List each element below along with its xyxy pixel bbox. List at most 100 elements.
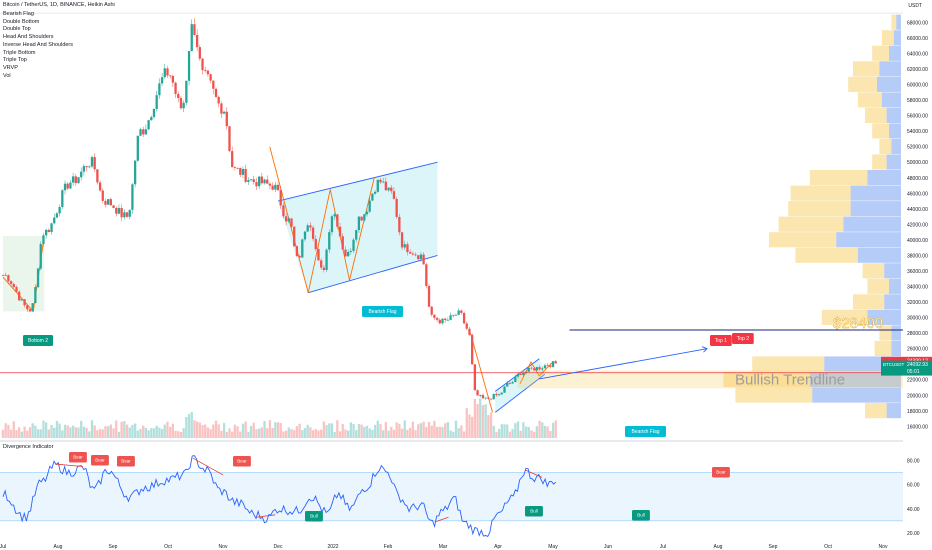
bearish-flag-label-1-bg — [362, 306, 403, 317]
volume-bar — [255, 429, 258, 438]
candle-body — [18, 291, 21, 301]
candle-body — [392, 191, 396, 199]
candle-body — [174, 82, 177, 94]
top1-label-text: Top 1 — [715, 338, 727, 344]
volume-bar — [503, 424, 506, 438]
vp-up — [872, 154, 887, 170]
price-tick-label: 18000.00 — [907, 409, 928, 415]
vp-up — [788, 201, 851, 217]
legend-item[interactable]: Triple Top — [3, 57, 27, 64]
legend-item[interactable]: Triple Bottom — [3, 49, 36, 56]
volume-bar — [457, 428, 460, 438]
volume-bar — [4, 423, 7, 438]
time-tick-label: Sep — [109, 544, 118, 550]
volume-bar — [71, 425, 75, 438]
candle-body — [295, 246, 299, 256]
candle-body — [255, 182, 258, 187]
volume-bar — [107, 426, 110, 438]
candle-body — [169, 75, 172, 77]
volume-bar — [147, 430, 150, 438]
candle-body — [160, 77, 164, 84]
candle-body — [441, 318, 444, 324]
volume-bar — [373, 424, 377, 438]
volume-bar — [115, 420, 118, 438]
volume-bar — [150, 428, 153, 438]
volume-bar — [384, 422, 388, 438]
candle-body — [115, 207, 118, 214]
candle-body — [400, 232, 404, 248]
volume-bar — [228, 428, 231, 438]
volume-bar — [266, 428, 269, 438]
candle-body — [136, 135, 139, 161]
volume-bar — [516, 421, 520, 438]
bear-tag: Bear — [117, 456, 135, 467]
candle-body — [476, 390, 479, 396]
volume-bar — [379, 424, 382, 438]
vp-down — [889, 45, 901, 61]
volume-bar — [414, 430, 417, 438]
vp-down — [884, 263, 901, 279]
bull-tag: Bull — [525, 506, 543, 517]
candle-body — [290, 218, 293, 227]
price-tick-label: 42000.00 — [907, 222, 928, 228]
volume-bar — [195, 421, 199, 438]
volume-bar — [55, 420, 59, 438]
legend-item[interactable]: Head And Shoulders — [3, 34, 54, 41]
volume-bar — [408, 427, 412, 438]
candle-body — [527, 367, 530, 372]
vp-up — [879, 325, 892, 341]
volume-bar — [462, 431, 466, 438]
volume-bar — [63, 424, 67, 438]
volume-bar — [390, 426, 393, 438]
bottom2-label: Bottom 2 — [23, 335, 53, 346]
legend-item[interactable]: Bearish Flag — [3, 11, 34, 17]
legend-item[interactable]: Double Top — [3, 26, 31, 33]
volume-bar — [417, 424, 420, 438]
bear-tag: Bear — [69, 452, 87, 463]
candle-body — [541, 368, 544, 370]
candle-body — [274, 184, 277, 190]
volume-bar — [476, 404, 479, 438]
bull-tag-text: Bull — [310, 514, 318, 519]
candle-body — [214, 88, 218, 97]
oscillator-line — [2, 455, 557, 537]
candle-body — [481, 395, 485, 399]
legend-item[interactable]: Vol — [3, 72, 11, 79]
volume-bar — [239, 431, 242, 438]
volume-bar — [169, 426, 172, 438]
top2-label: Top 2 — [732, 333, 754, 344]
candle-body — [107, 199, 110, 205]
volume-bar — [274, 422, 277, 438]
candle-body — [266, 179, 269, 184]
vp-down — [879, 61, 901, 77]
volume-bar — [422, 421, 425, 438]
candle-body — [371, 193, 374, 201]
candle-body — [514, 376, 517, 383]
volume-bar — [282, 431, 285, 438]
candle-body — [69, 182, 72, 189]
vp-up — [865, 403, 887, 419]
vp-down — [850, 185, 901, 201]
top1-label-bg — [710, 335, 732, 346]
legend-item[interactable]: VRVP — [3, 64, 18, 71]
candle-body — [142, 129, 145, 135]
candle-body — [360, 216, 363, 221]
vp-up — [723, 371, 810, 388]
legend-item[interactable]: Double Bottom — [3, 18, 40, 25]
bull-tag-text: Bull — [637, 513, 645, 518]
legend-item[interactable]: Inverse Head And Shoulders — [3, 41, 74, 48]
volume-bar — [349, 422, 352, 438]
candle-body — [82, 166, 86, 172]
price-tick-label: 38000.00 — [907, 253, 928, 259]
bear-tag-bg — [69, 452, 87, 463]
volume-bar — [311, 430, 315, 438]
volume-bar — [492, 425, 495, 438]
candle-body — [379, 179, 382, 183]
vp-down — [891, 138, 901, 155]
price-tick-label: 26000.00 — [907, 347, 928, 353]
volume-bar — [497, 429, 501, 438]
vp-up — [778, 216, 844, 232]
candle-body — [125, 212, 129, 217]
